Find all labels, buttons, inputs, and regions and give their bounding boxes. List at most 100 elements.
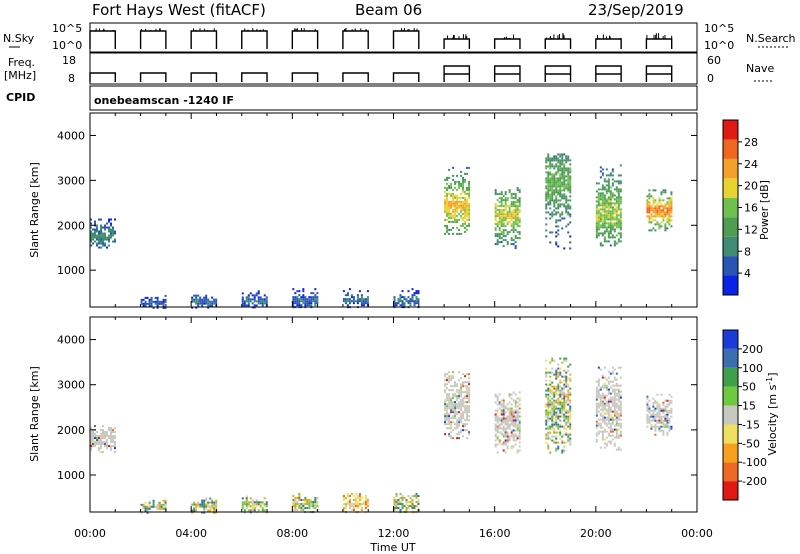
heat-cell [553, 175, 556, 178]
heat-cell [565, 211, 568, 214]
heat-cell [555, 179, 558, 182]
heat-cell [609, 192, 612, 195]
heat-cell [446, 204, 449, 207]
heat-cell [454, 407, 457, 410]
heat-cell [605, 184, 608, 187]
heat-cell [496, 411, 499, 414]
heat-cell [607, 210, 610, 213]
heat-cell [458, 232, 461, 235]
heat-cell [563, 393, 566, 396]
heat-cell [346, 304, 349, 307]
heat-cell [547, 159, 550, 162]
heat-cell [551, 421, 554, 424]
heat-cell [90, 449, 92, 452]
heat-cell [599, 232, 602, 235]
heat-cell [102, 433, 104, 436]
heat-cell [603, 382, 606, 385]
heat-cell [360, 503, 363, 506]
heat-cell [500, 219, 503, 222]
heat-cell [500, 411, 503, 414]
heat-cell [609, 198, 612, 201]
heat-cell [411, 298, 414, 301]
heat-cell [613, 418, 616, 421]
heat-cell [605, 206, 608, 209]
heat-cell [90, 433, 92, 436]
colorbar-tick-label: 12 [744, 223, 758, 236]
heat-cell [450, 214, 453, 217]
heat-cell [466, 228, 469, 231]
heat-cell [646, 207, 649, 210]
heat-cell [648, 195, 651, 198]
heat-cell [468, 212, 471, 215]
heat-cell [450, 435, 453, 438]
heat-cell [510, 197, 513, 200]
heat-cell [555, 371, 558, 374]
heat-cell [654, 407, 657, 410]
heat-cell [609, 380, 612, 383]
heat-cell [462, 429, 465, 432]
heat-cell [660, 419, 663, 422]
heat-cell [100, 433, 102, 436]
heat-cell [648, 411, 651, 414]
heat-cell [567, 213, 570, 216]
heat-cell [603, 422, 606, 425]
heat-cell [670, 399, 673, 402]
heat-cell [516, 219, 519, 222]
heat-cell [462, 184, 465, 187]
heat-cell [567, 365, 570, 368]
heat-cell [468, 407, 471, 410]
heat-cell [565, 159, 568, 162]
heat-cell [90, 427, 92, 430]
nsky-trace [645, 38, 673, 49]
heat-cell [342, 503, 345, 506]
heat-cell [294, 507, 297, 510]
heat-cell [508, 211, 511, 214]
heat-cell [617, 194, 620, 197]
heat-cell [652, 219, 655, 222]
heat-cell [569, 163, 572, 166]
heat-cell [656, 209, 659, 212]
velocity-cbar-label-main: Velocity [m s [766, 384, 779, 455]
heat-cell [452, 210, 455, 213]
heat-cell [561, 161, 564, 164]
heat-cell [462, 178, 465, 181]
heat-cell [611, 410, 614, 413]
heat-cell [518, 225, 521, 228]
heat-cell [292, 503, 295, 506]
heat-cell [559, 399, 562, 402]
heat-cell [557, 373, 560, 376]
heat-cell [255, 501, 258, 504]
heat-cell [348, 300, 351, 303]
heat-cell [565, 433, 568, 436]
heat-cell [500, 223, 503, 226]
heat-cell [498, 417, 501, 420]
heat-cell [294, 302, 297, 305]
heat-cell [312, 503, 315, 506]
nsky-traces [89, 28, 673, 49]
heat-cell [557, 161, 560, 164]
heat-cell [90, 443, 92, 446]
heat-cell [203, 503, 206, 506]
heat-cell [108, 244, 110, 247]
heat-cell [666, 227, 669, 230]
heat-cell [500, 233, 503, 236]
heat-cell [613, 216, 616, 219]
heat-cell [516, 187, 519, 190]
heat-cell [514, 417, 517, 420]
heat-cell [342, 495, 345, 498]
heat-cell [450, 417, 453, 420]
heat-cell [466, 202, 469, 205]
heat-cell [100, 238, 102, 241]
heat-cell [514, 443, 517, 446]
heat-cell [595, 218, 598, 221]
heat-cell [565, 205, 568, 208]
heat-cell [545, 413, 548, 416]
heat-cell [294, 292, 297, 295]
heat-cell [607, 208, 610, 211]
heat-cell [314, 288, 317, 291]
heat-cell [510, 421, 513, 424]
heat-cell [498, 425, 501, 428]
heat-cell [599, 426, 602, 429]
heat-cell [646, 199, 649, 202]
heat-cell [253, 509, 256, 512]
